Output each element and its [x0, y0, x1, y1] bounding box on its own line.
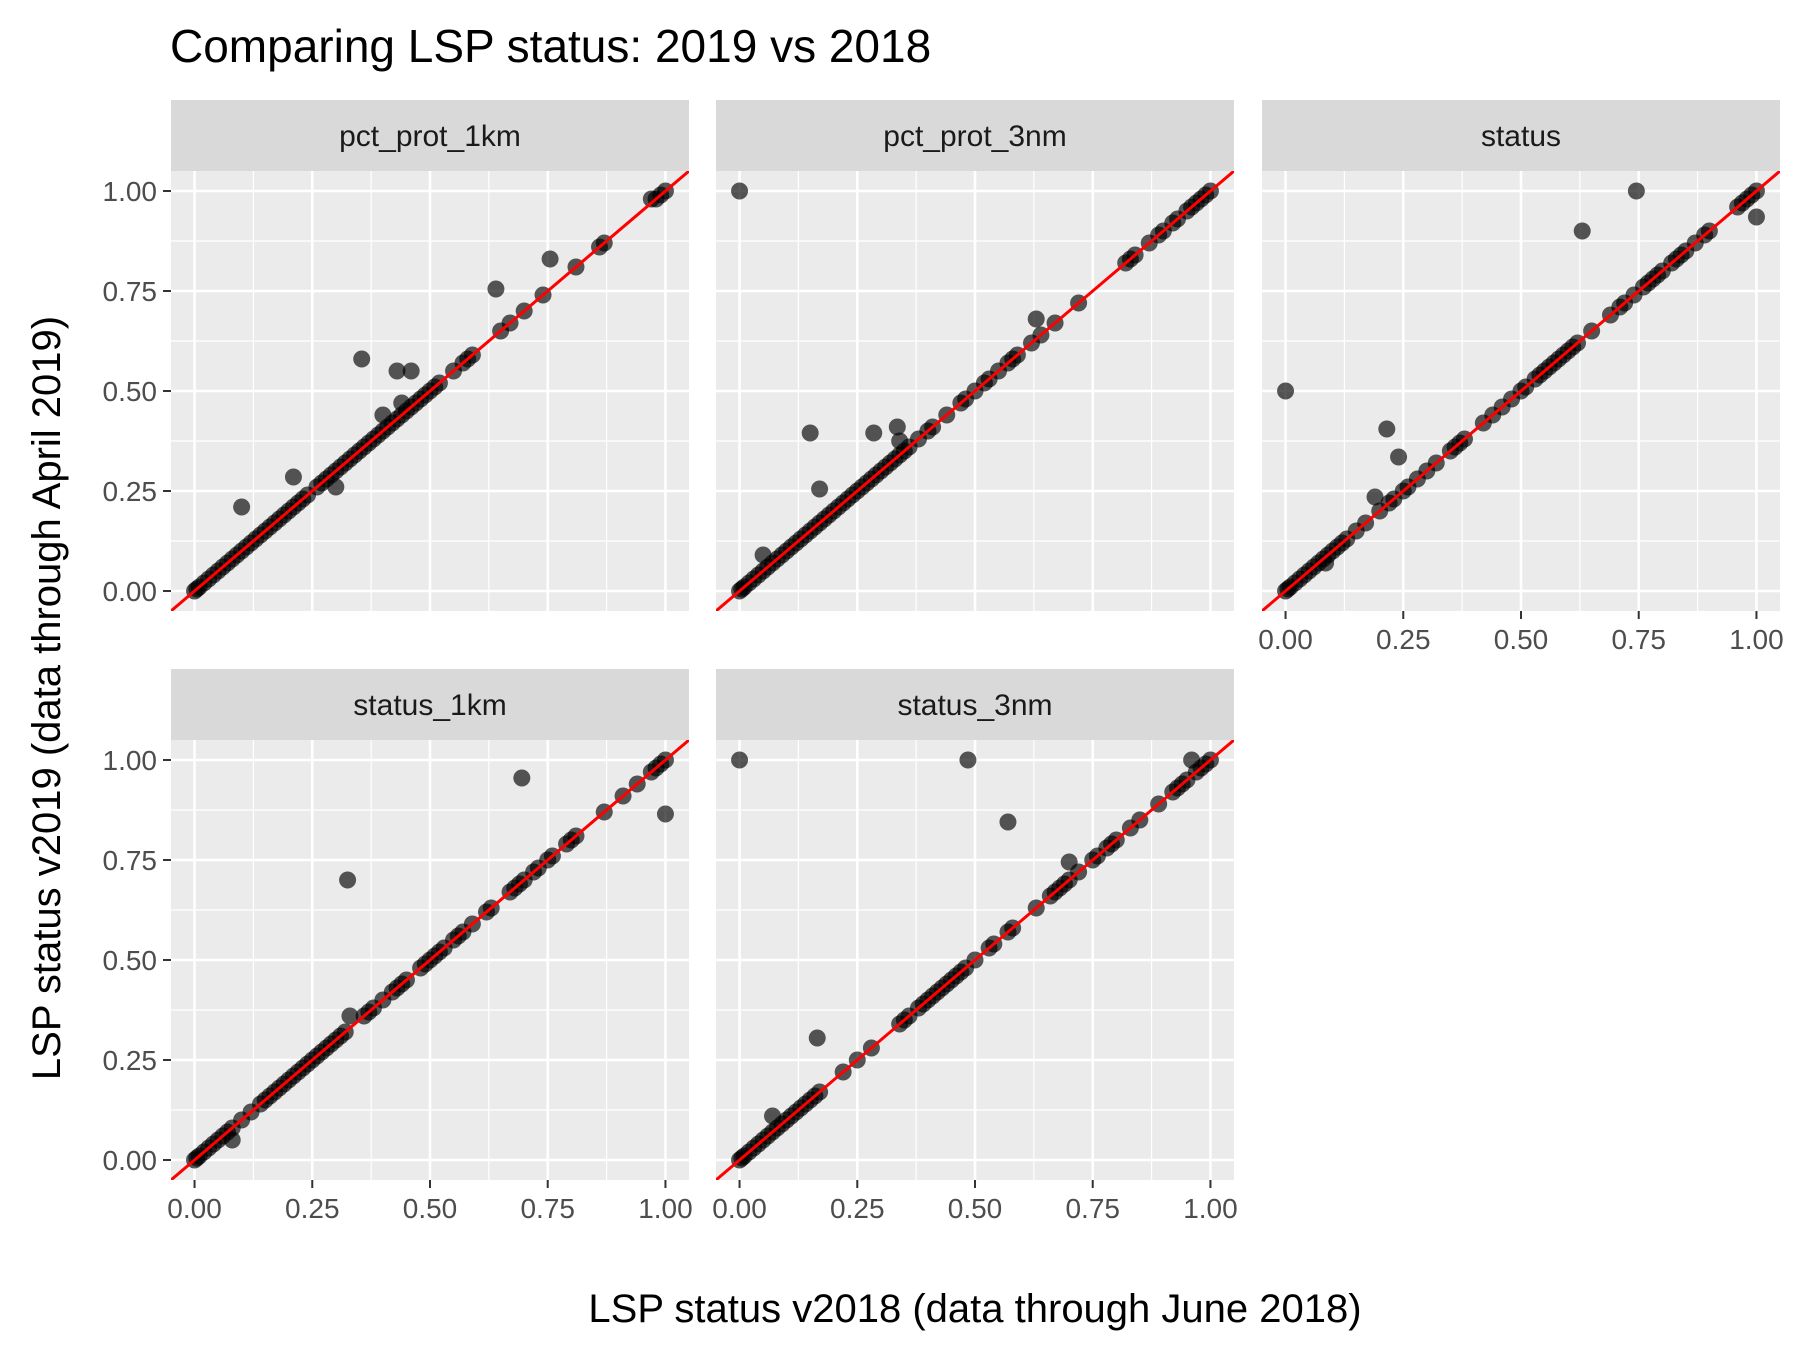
facet-pct-prot-3nm: pct_prot_3nm	[692, 100, 1257, 631]
data-point	[339, 872, 356, 889]
data-point	[1390, 449, 1407, 466]
facet-strip-label: pct_prot_3nm	[883, 120, 1066, 153]
x-tick-label: 1.00	[1183, 1193, 1238, 1224]
y-tick-label: 0.00	[103, 576, 158, 607]
data-point	[1367, 489, 1384, 506]
y-tick-label: 1.00	[103, 745, 158, 776]
y-tick-label: 0.75	[103, 845, 158, 876]
x-tick-label: 0.50	[948, 1193, 1003, 1224]
data-point	[233, 499, 250, 516]
y-tick-label: 0.50	[103, 945, 158, 976]
data-point	[1574, 223, 1591, 240]
data-point	[731, 752, 748, 769]
y-tick-label: 0.25	[103, 476, 158, 507]
facet-status-1km: status_1km 0.00 0.25 0.50 0.75 1.00 0.00 0.25 0.…	[103, 669, 713, 1224]
x-tick-label: 0.75	[1065, 1193, 1120, 1224]
facet-strip-label: status_3nm	[897, 689, 1052, 722]
data-point	[487, 281, 504, 298]
x-tick-label: 1.00	[638, 1193, 693, 1224]
data-point	[1277, 383, 1294, 400]
data-point	[1378, 421, 1395, 438]
data-point	[809, 1030, 826, 1047]
data-point	[542, 251, 559, 268]
data-point	[764, 1108, 781, 1125]
facet-status-3nm: status_3nm 0.00 0.25 0.50 0.75 1.00	[692, 669, 1257, 1224]
data-point	[1748, 209, 1765, 226]
data-point	[731, 183, 748, 200]
x-tick-label: 0.75	[520, 1193, 575, 1224]
y-tick-label: 0.50	[103, 376, 158, 407]
data-point	[1628, 183, 1645, 200]
x-tick-label: 0.25	[830, 1193, 885, 1224]
data-point	[513, 770, 530, 787]
y-tick-label: 0.75	[103, 276, 158, 307]
facet-strip-label: status	[1481, 120, 1561, 153]
x-tick-label: 0.25	[1376, 624, 1431, 655]
data-point	[327, 479, 344, 496]
x-tick-label: 0.25	[285, 1193, 340, 1224]
y-tick-label: 0.25	[103, 1045, 158, 1076]
data-point	[285, 469, 302, 486]
data-point	[657, 806, 674, 823]
x-tick-label: 0.00	[712, 1193, 767, 1224]
x-tick-label: 0.00	[1258, 624, 1313, 655]
data-point	[1028, 311, 1045, 328]
x-axis-title: LSP status v2018 (data through June 2018…	[588, 1287, 1361, 1331]
data-point	[891, 433, 908, 450]
data-point	[1183, 752, 1200, 769]
data-point	[755, 547, 772, 564]
facet-status: status 0.00 0.25 0.50 0.75 1.00	[1238, 100, 1800, 655]
data-point	[353, 351, 370, 368]
x-tick-label: 1.00	[1729, 624, 1784, 655]
data-point	[865, 425, 882, 442]
data-point	[403, 363, 420, 380]
facet-pct-prot-1km: pct_prot_1km 0.00 0.25 0.50 0.75 1.00	[103, 100, 713, 631]
x-tick-label: 0.00	[167, 1193, 222, 1224]
data-point	[802, 425, 819, 442]
y-tick-label: 1.00	[103, 176, 158, 207]
x-tick-label: 0.50	[1494, 624, 1549, 655]
facet-panels: pct_prot_1km0.000.250.500.751.00pct_prot…	[103, 100, 1800, 1224]
data-point	[959, 752, 976, 769]
data-point	[999, 814, 1016, 831]
x-tick-label: 0.75	[1611, 624, 1666, 655]
y-tick-label: 0.00	[103, 1145, 158, 1176]
y-axis-title: LSP status v2019 (data through April 201…	[25, 316, 69, 1080]
facet-strip-label: status_1km	[353, 689, 506, 722]
data-point	[811, 481, 828, 498]
data-point	[1061, 854, 1078, 871]
data-point	[374, 407, 391, 424]
x-tick-label: 0.50	[403, 1193, 458, 1224]
facet-strip-label: pct_prot_1km	[339, 120, 521, 153]
chart-title: Comparing LSP status: 2019 vs 2018	[170, 20, 931, 72]
